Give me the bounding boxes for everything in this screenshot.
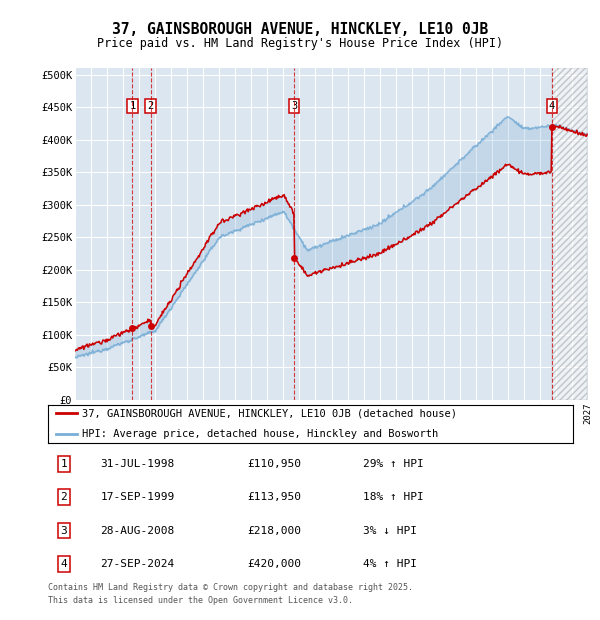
Text: £218,000: £218,000 [248, 526, 302, 536]
Text: 28-AUG-2008: 28-AUG-2008 [101, 526, 175, 536]
Text: 31-JUL-1998: 31-JUL-1998 [101, 459, 175, 469]
Text: 3: 3 [61, 526, 67, 536]
Text: 37, GAINSBOROUGH AVENUE, HINCKLEY, LE10 0JB (detached house): 37, GAINSBOROUGH AVENUE, HINCKLEY, LE10 … [82, 409, 457, 419]
Text: 4% ↑ HPI: 4% ↑ HPI [363, 559, 417, 569]
Text: 2: 2 [148, 101, 154, 111]
Text: 29% ↑ HPI: 29% ↑ HPI [363, 459, 424, 469]
Text: 2: 2 [61, 492, 67, 502]
Text: £420,000: £420,000 [248, 559, 302, 569]
Text: HPI: Average price, detached house, Hinckley and Bosworth: HPI: Average price, detached house, Hinc… [82, 428, 439, 439]
Text: This data is licensed under the Open Government Licence v3.0.: This data is licensed under the Open Gov… [48, 596, 353, 605]
Text: 3: 3 [291, 101, 297, 111]
Text: Contains HM Land Registry data © Crown copyright and database right 2025.: Contains HM Land Registry data © Crown c… [48, 583, 413, 593]
Text: 37, GAINSBOROUGH AVENUE, HINCKLEY, LE10 0JB: 37, GAINSBOROUGH AVENUE, HINCKLEY, LE10 … [112, 22, 488, 37]
Text: 4: 4 [61, 559, 67, 569]
Text: £110,950: £110,950 [248, 459, 302, 469]
Text: £113,950: £113,950 [248, 492, 302, 502]
Text: Price paid vs. HM Land Registry's House Price Index (HPI): Price paid vs. HM Land Registry's House … [97, 37, 503, 50]
Text: 18% ↑ HPI: 18% ↑ HPI [363, 492, 424, 502]
Text: 27-SEP-2024: 27-SEP-2024 [101, 559, 175, 569]
Text: 1: 1 [61, 459, 67, 469]
Text: 4: 4 [548, 101, 555, 111]
Text: 1: 1 [129, 101, 136, 111]
Text: 3% ↓ HPI: 3% ↓ HPI [363, 526, 417, 536]
Text: 17-SEP-1999: 17-SEP-1999 [101, 492, 175, 502]
